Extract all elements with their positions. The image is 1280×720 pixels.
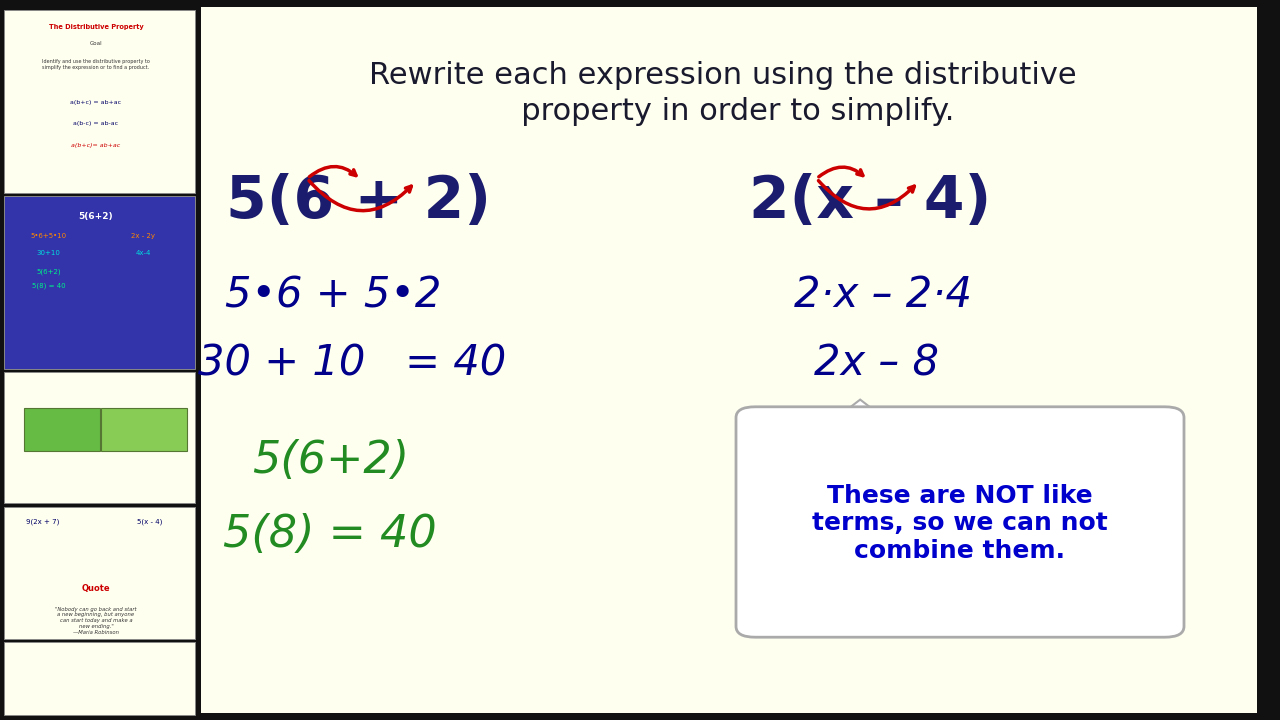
Text: property in order to simplify.: property in order to simplify.: [492, 97, 955, 126]
FancyBboxPatch shape: [101, 408, 187, 451]
Text: a(b-c) = ab-ac: a(b-c) = ab-ac: [73, 122, 119, 126]
Text: a(b+c) = ab+ac: a(b+c) = ab+ac: [70, 100, 122, 104]
Text: 2x – 8: 2x – 8: [814, 343, 940, 384]
Text: 5(6+2): 5(6+2): [36, 269, 61, 276]
Text: 2(x – 4): 2(x – 4): [749, 173, 992, 230]
Text: These are NOT like
terms, so we can not
combine them.: These are NOT like terms, so we can not …: [812, 484, 1108, 563]
Text: a(b+c)= ab+ac: a(b+c)= ab+ac: [72, 143, 120, 148]
Text: Goal: Goal: [90, 41, 102, 45]
Text: 5(6 + 2): 5(6 + 2): [225, 173, 492, 230]
Text: 2·x – 2·4: 2·x – 2·4: [794, 274, 973, 316]
Text: 2x - 2y: 2x - 2y: [132, 233, 155, 239]
FancyBboxPatch shape: [4, 372, 195, 503]
Text: 5•6 + 5•2: 5•6 + 5•2: [224, 274, 442, 316]
Polygon shape: [832, 400, 888, 421]
FancyBboxPatch shape: [736, 407, 1184, 637]
Text: 5(6+2): 5(6+2): [78, 212, 114, 220]
Text: 30 + 10   = 40: 30 + 10 = 40: [198, 343, 506, 384]
Text: "Nobody can go back and start
a new beginning, but anyone
can start today and ma: "Nobody can go back and start a new begi…: [55, 606, 137, 635]
FancyBboxPatch shape: [0, 0, 198, 720]
FancyBboxPatch shape: [24, 408, 100, 451]
Text: 5(8) = 40: 5(8) = 40: [224, 513, 436, 556]
Text: 5•6+5•10: 5•6+5•10: [31, 233, 67, 239]
Text: 30+10: 30+10: [37, 251, 60, 256]
Text: Identify and use the distributive property to
simplify the expression or to find: Identify and use the distributive proper…: [42, 60, 150, 71]
Text: Rewrite each expression using the distributive: Rewrite each expression using the distri…: [370, 61, 1076, 90]
Text: 5(x - 4): 5(x - 4): [137, 518, 163, 526]
FancyBboxPatch shape: [4, 196, 195, 369]
Text: 5(6+2): 5(6+2): [252, 439, 408, 482]
FancyBboxPatch shape: [4, 642, 195, 715]
Text: 5(8) = 40: 5(8) = 40: [32, 282, 65, 289]
Text: 4x-4: 4x-4: [136, 251, 151, 256]
Text: The Distributive Property: The Distributive Property: [49, 24, 143, 30]
Text: 9(2x + 7): 9(2x + 7): [26, 518, 59, 526]
FancyBboxPatch shape: [201, 7, 1257, 713]
Text: Quote: Quote: [82, 584, 110, 593]
FancyBboxPatch shape: [4, 507, 195, 639]
FancyBboxPatch shape: [4, 10, 195, 193]
